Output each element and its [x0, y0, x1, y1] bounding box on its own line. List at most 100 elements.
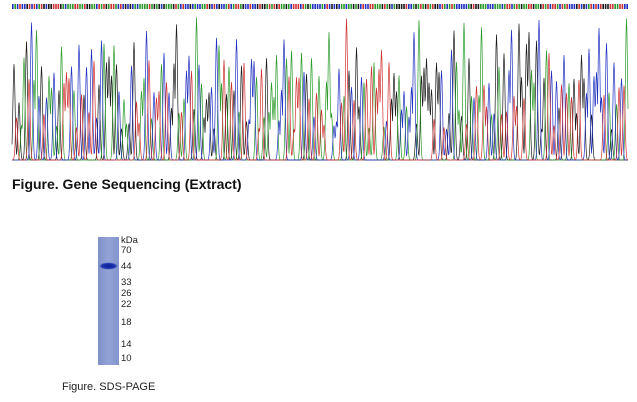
base-call — [160, 4, 163, 9]
base-call — [213, 4, 216, 9]
base-call — [547, 4, 549, 9]
base-call — [28, 4, 31, 9]
base-call — [492, 4, 494, 9]
base-call — [369, 4, 372, 9]
base-call — [460, 4, 463, 9]
base-call — [264, 4, 266, 9]
base-call — [350, 4, 352, 9]
base-call — [468, 4, 470, 9]
base-call — [525, 4, 528, 9]
base-call — [235, 4, 237, 9]
base-call — [499, 4, 501, 9]
base-call — [561, 4, 564, 9]
base-call — [43, 4, 45, 9]
base-call — [434, 4, 436, 9]
base-call — [566, 4, 568, 9]
base-call — [338, 4, 340, 9]
base-call — [590, 4, 592, 9]
base-call — [386, 4, 388, 9]
base-call — [184, 4, 187, 9]
marker-label: 22 — [121, 299, 132, 310]
base-call — [340, 4, 343, 9]
base-call — [153, 4, 156, 9]
base-call — [57, 4, 60, 9]
base-call — [151, 4, 153, 9]
base-call — [367, 4, 369, 9]
base-call — [81, 4, 84, 9]
marker-label: 44 — [121, 261, 132, 272]
base-call — [225, 4, 228, 9]
base-call — [249, 4, 252, 9]
base-call — [288, 4, 290, 9]
base-call — [436, 4, 439, 9]
base-call — [196, 4, 199, 9]
base-call — [302, 4, 304, 9]
base-call — [98, 4, 100, 9]
base-call — [451, 4, 453, 9]
gel-lane — [98, 237, 119, 365]
base-call — [360, 4, 362, 9]
base-call — [400, 4, 403, 9]
unit-label: kDa — [121, 235, 138, 246]
base-call — [201, 4, 204, 9]
base-call — [446, 4, 448, 9]
base-call — [549, 4, 552, 9]
base-call — [458, 4, 460, 9]
base-call — [374, 4, 376, 9]
base-call — [168, 4, 170, 9]
base-call — [518, 4, 520, 9]
base-call — [585, 4, 588, 9]
base-call — [266, 4, 268, 9]
base-call — [422, 4, 424, 9]
base-call — [211, 4, 213, 9]
base-call — [542, 4, 544, 9]
base-call — [124, 4, 127, 9]
base-call — [103, 4, 105, 9]
base-call — [232, 4, 235, 9]
base-call — [554, 4, 556, 9]
base-call — [309, 4, 312, 9]
base-call — [216, 4, 218, 9]
base-call — [110, 4, 112, 9]
base-call — [444, 4, 446, 9]
base-call — [496, 4, 499, 9]
base-call — [609, 4, 612, 9]
base-call — [12, 4, 14, 9]
base-call — [506, 4, 508, 9]
base-call — [626, 4, 628, 9]
base-call — [108, 4, 110, 9]
base-call — [33, 4, 36, 9]
base-call — [477, 4, 480, 9]
base-call — [237, 4, 240, 9]
base-call — [79, 4, 81, 9]
base-call — [52, 4, 55, 9]
base-call — [568, 4, 571, 9]
base-call — [532, 4, 535, 9]
base-call — [165, 4, 168, 9]
base-call — [271, 4, 273, 9]
base-call — [504, 4, 506, 9]
base-call — [501, 4, 504, 9]
base-call — [528, 4, 530, 9]
base-call — [412, 4, 415, 9]
base-call — [254, 4, 256, 9]
base-call — [223, 4, 225, 9]
base-call — [516, 4, 518, 9]
base-call — [321, 4, 324, 9]
base-call — [372, 4, 374, 9]
base-call — [295, 4, 297, 9]
base-call — [348, 4, 350, 9]
base-call — [283, 4, 285, 9]
base-call — [278, 4, 280, 9]
base-call — [456, 4, 458, 9]
base-call — [206, 4, 208, 9]
base-call — [67, 4, 69, 9]
base-call — [189, 4, 192, 9]
base-call — [333, 4, 336, 9]
base-call — [31, 4, 33, 9]
base-call — [391, 4, 393, 9]
marker-label: 33 — [121, 277, 132, 288]
base-call — [259, 4, 261, 9]
base-call — [132, 4, 134, 9]
